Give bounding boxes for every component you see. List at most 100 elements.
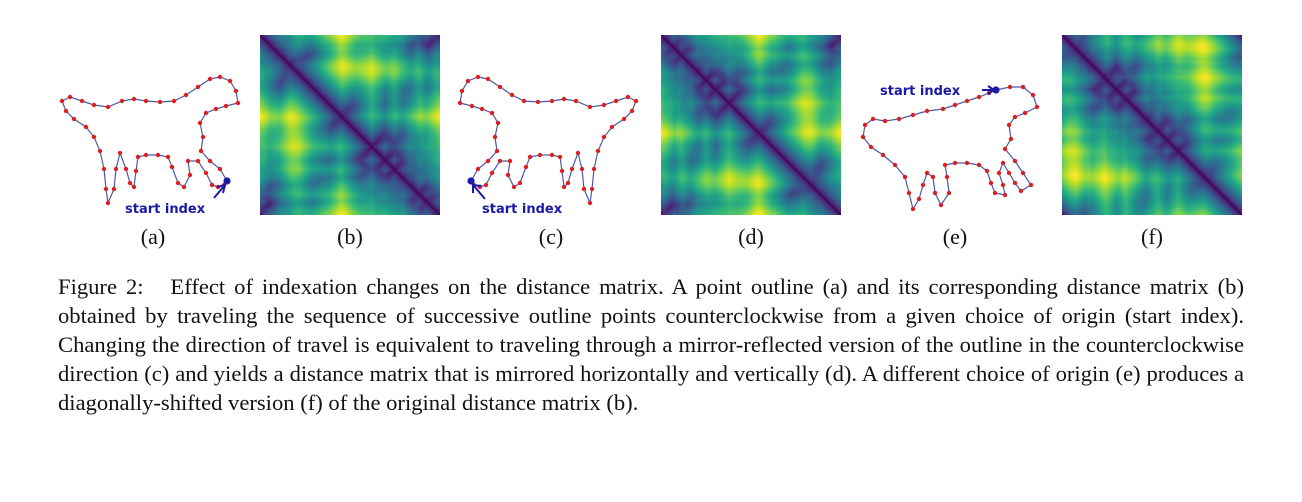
outline-point — [924, 108, 930, 114]
outline-point — [111, 186, 117, 192]
start-index-point — [223, 177, 231, 185]
outline-point — [143, 98, 149, 104]
outline-point — [930, 174, 936, 180]
outline-point — [143, 152, 149, 158]
outline-point — [1002, 192, 1008, 198]
caption-prefix: Figure 2: — [58, 274, 144, 299]
outline-point — [227, 78, 233, 84]
outline-point — [1030, 92, 1036, 98]
outline-c-plot: start index — [457, 74, 639, 217]
outline-point — [1002, 146, 1008, 152]
outline-point — [892, 162, 898, 168]
outline-a-plot: start index — [59, 74, 241, 217]
outline-point — [105, 104, 111, 110]
outline-point — [485, 158, 491, 164]
outline-point — [185, 158, 191, 164]
outline-point — [621, 116, 627, 122]
outline-point — [63, 108, 69, 114]
outline-point — [613, 98, 619, 104]
outline-point — [601, 102, 607, 108]
outline-point — [198, 148, 204, 154]
outline-point — [505, 172, 511, 178]
outline-point — [1012, 180, 1018, 186]
outline-point — [880, 152, 886, 158]
heatmap-b — [260, 35, 440, 215]
outline-point — [157, 99, 163, 105]
outline-point — [940, 106, 946, 112]
outline-point — [475, 166, 481, 172]
panel-label-f: (f) — [1141, 224, 1163, 249]
outline-point — [629, 108, 635, 114]
outline-point — [609, 124, 615, 130]
outline-point — [181, 184, 187, 190]
outline-point — [569, 166, 575, 172]
outline-point — [565, 180, 571, 186]
outline-point — [1007, 84, 1013, 90]
outline-point — [171, 98, 177, 104]
outline-point — [860, 134, 866, 140]
outline-point — [507, 158, 513, 164]
outline-point — [67, 94, 73, 100]
outline-point — [203, 170, 209, 176]
start-index-arrow — [213, 185, 225, 199]
outline-point — [83, 124, 89, 130]
outline-point — [1006, 170, 1012, 176]
start-index-point — [992, 86, 1000, 94]
outline-point — [459, 88, 465, 94]
outline-point — [601, 134, 607, 140]
outline-point — [1012, 114, 1018, 120]
outline-point — [916, 196, 922, 202]
outline-point — [549, 152, 555, 158]
outline-point — [489, 110, 495, 116]
outline-point — [561, 96, 567, 102]
start-index-annotation: start index — [125, 177, 231, 217]
outline-point — [633, 98, 639, 104]
outline-point — [896, 116, 902, 122]
outline-point — [217, 166, 223, 172]
outline-point — [119, 98, 125, 104]
outline-point — [1008, 136, 1014, 142]
outline-point — [581, 186, 587, 192]
outline-point — [870, 116, 876, 122]
outline-point — [483, 182, 489, 188]
outline-point — [209, 182, 215, 188]
outline-c: start index — [452, 65, 652, 220]
outline-point — [195, 84, 201, 90]
outline-point — [882, 118, 888, 124]
outline-point — [868, 144, 874, 150]
outline-path — [862, 86, 1038, 211]
caption-text: Effect of indexation changes on the dist… — [58, 274, 1244, 415]
heatmap-f — [1062, 35, 1242, 215]
outline-point — [561, 184, 567, 190]
outline-point — [213, 106, 219, 112]
outline-point — [535, 99, 541, 105]
outline-point — [976, 162, 982, 168]
outline-point — [175, 180, 181, 186]
figure-caption: Figure 2: Effect of indexation changes o… — [58, 272, 1244, 417]
start-index-label: start index — [125, 202, 206, 217]
outline-point — [976, 94, 982, 100]
outline-point — [203, 110, 209, 116]
outline-point — [575, 150, 581, 156]
outline-point — [942, 162, 948, 168]
outline-point — [457, 100, 463, 106]
outline-point — [511, 184, 517, 190]
heatmap-d — [661, 35, 841, 215]
panel-label-c: (c) — [538, 224, 564, 249]
outline-point — [952, 160, 958, 166]
outline-point — [59, 98, 65, 104]
outline-point — [517, 180, 523, 186]
start-index-label: start index — [482, 202, 563, 217]
outline-point — [187, 172, 193, 178]
outline-point — [952, 102, 958, 108]
outline-point — [97, 148, 103, 154]
outline-point — [1000, 160, 1006, 166]
outline-point — [573, 98, 579, 104]
outline-point — [1006, 122, 1012, 128]
outline-point — [123, 166, 129, 172]
outline-point — [135, 154, 141, 160]
outline-point — [117, 150, 123, 156]
outline-point — [235, 100, 241, 106]
outline-point — [591, 166, 597, 172]
outline-point — [595, 148, 601, 154]
